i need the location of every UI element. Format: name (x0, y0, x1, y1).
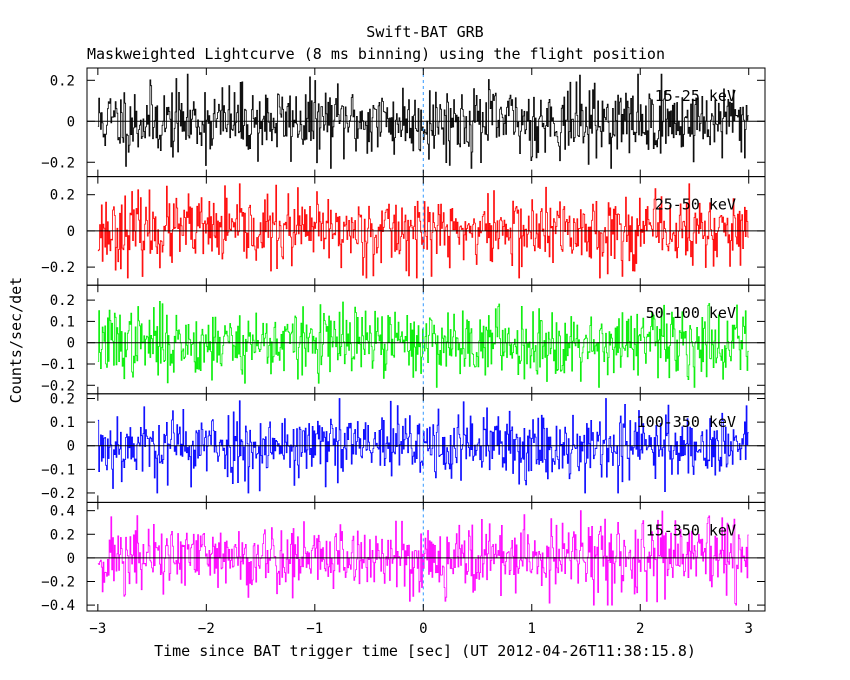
y-tick-label: 0 (67, 224, 75, 240)
panel-5: 15-350 keV −0.4 −0.2 0 0.2 0.4 (41, 501, 766, 614)
series-line (97, 73, 749, 169)
x-tick-label: −3 (89, 621, 106, 637)
y-tick-label: 0.2 (50, 392, 75, 408)
x-axis-label: Time since BAT trigger time [sec] (UT 20… (154, 642, 696, 660)
x-tick-label: −2 (198, 621, 215, 637)
chart-subtitle: Maskweighted Lightcurve (8 ms binning) u… (87, 45, 665, 63)
x-tick-label: 3 (745, 621, 753, 637)
panel-2: 25-50 keV −0.2 0 0.2 (41, 176, 766, 286)
series-label: 50-100 keV (646, 304, 736, 322)
y-tick-label: −0.2 (41, 155, 75, 171)
y-tick-label: −0.2 (41, 486, 75, 502)
x-tick-label: 0 (419, 621, 427, 637)
panel-frame (86, 67, 766, 178)
panels: 15-25 keV−0.200.225-50 keV−0.200.250-100… (41, 67, 766, 637)
series-label: 15-25 keV (655, 87, 736, 105)
y-tick-label: −0.1 (41, 462, 75, 478)
y-tick-label: 0.4 (50, 504, 75, 520)
y-tick-label: −0.1 (41, 357, 75, 373)
panel-1: 15-25 keV −0.2 0 0.2 (41, 67, 766, 178)
y-tick-label: 0 (67, 551, 75, 567)
y-tick-label: 0 (67, 336, 75, 352)
y-tick-label: 0.2 (50, 73, 75, 89)
x-tick-label: 1 (528, 621, 536, 637)
series-label: 15-350 keV (646, 521, 736, 539)
panel-3: 50-100 keV −0.2 −0.1 0 0.1 0.2 (41, 284, 766, 395)
y-tick-label: 0.2 (50, 293, 75, 309)
y-tick-label: −0.2 (41, 260, 75, 276)
panel-4: 100-350 keV −0.2 −0.1 0 0.1 0.2 (41, 392, 766, 503)
y-tick-label: −0.2 (41, 574, 75, 590)
y-tick-label: 0.1 (50, 314, 75, 330)
x-tick-label: −1 (306, 621, 323, 637)
y-tick-label: 0 (67, 439, 75, 455)
y-tick-label: −0.2 (41, 378, 75, 394)
y-axis-label: Counts/sec/det (7, 277, 25, 403)
y-tick-label: 0.2 (50, 188, 75, 204)
y-tick-label: 0.1 (50, 415, 75, 431)
series-label: 25-50 keV (655, 196, 736, 214)
y-tick-label: −0.4 (41, 598, 75, 614)
y-tick-label: 0.2 (50, 527, 75, 543)
x-tick-label: 2 (636, 621, 644, 637)
panel-frame (86, 501, 766, 612)
chart-title: Swift-BAT GRB (366, 23, 483, 41)
series-label: 100-350 keV (637, 413, 736, 431)
y-tick-label: 0 (67, 114, 75, 130)
